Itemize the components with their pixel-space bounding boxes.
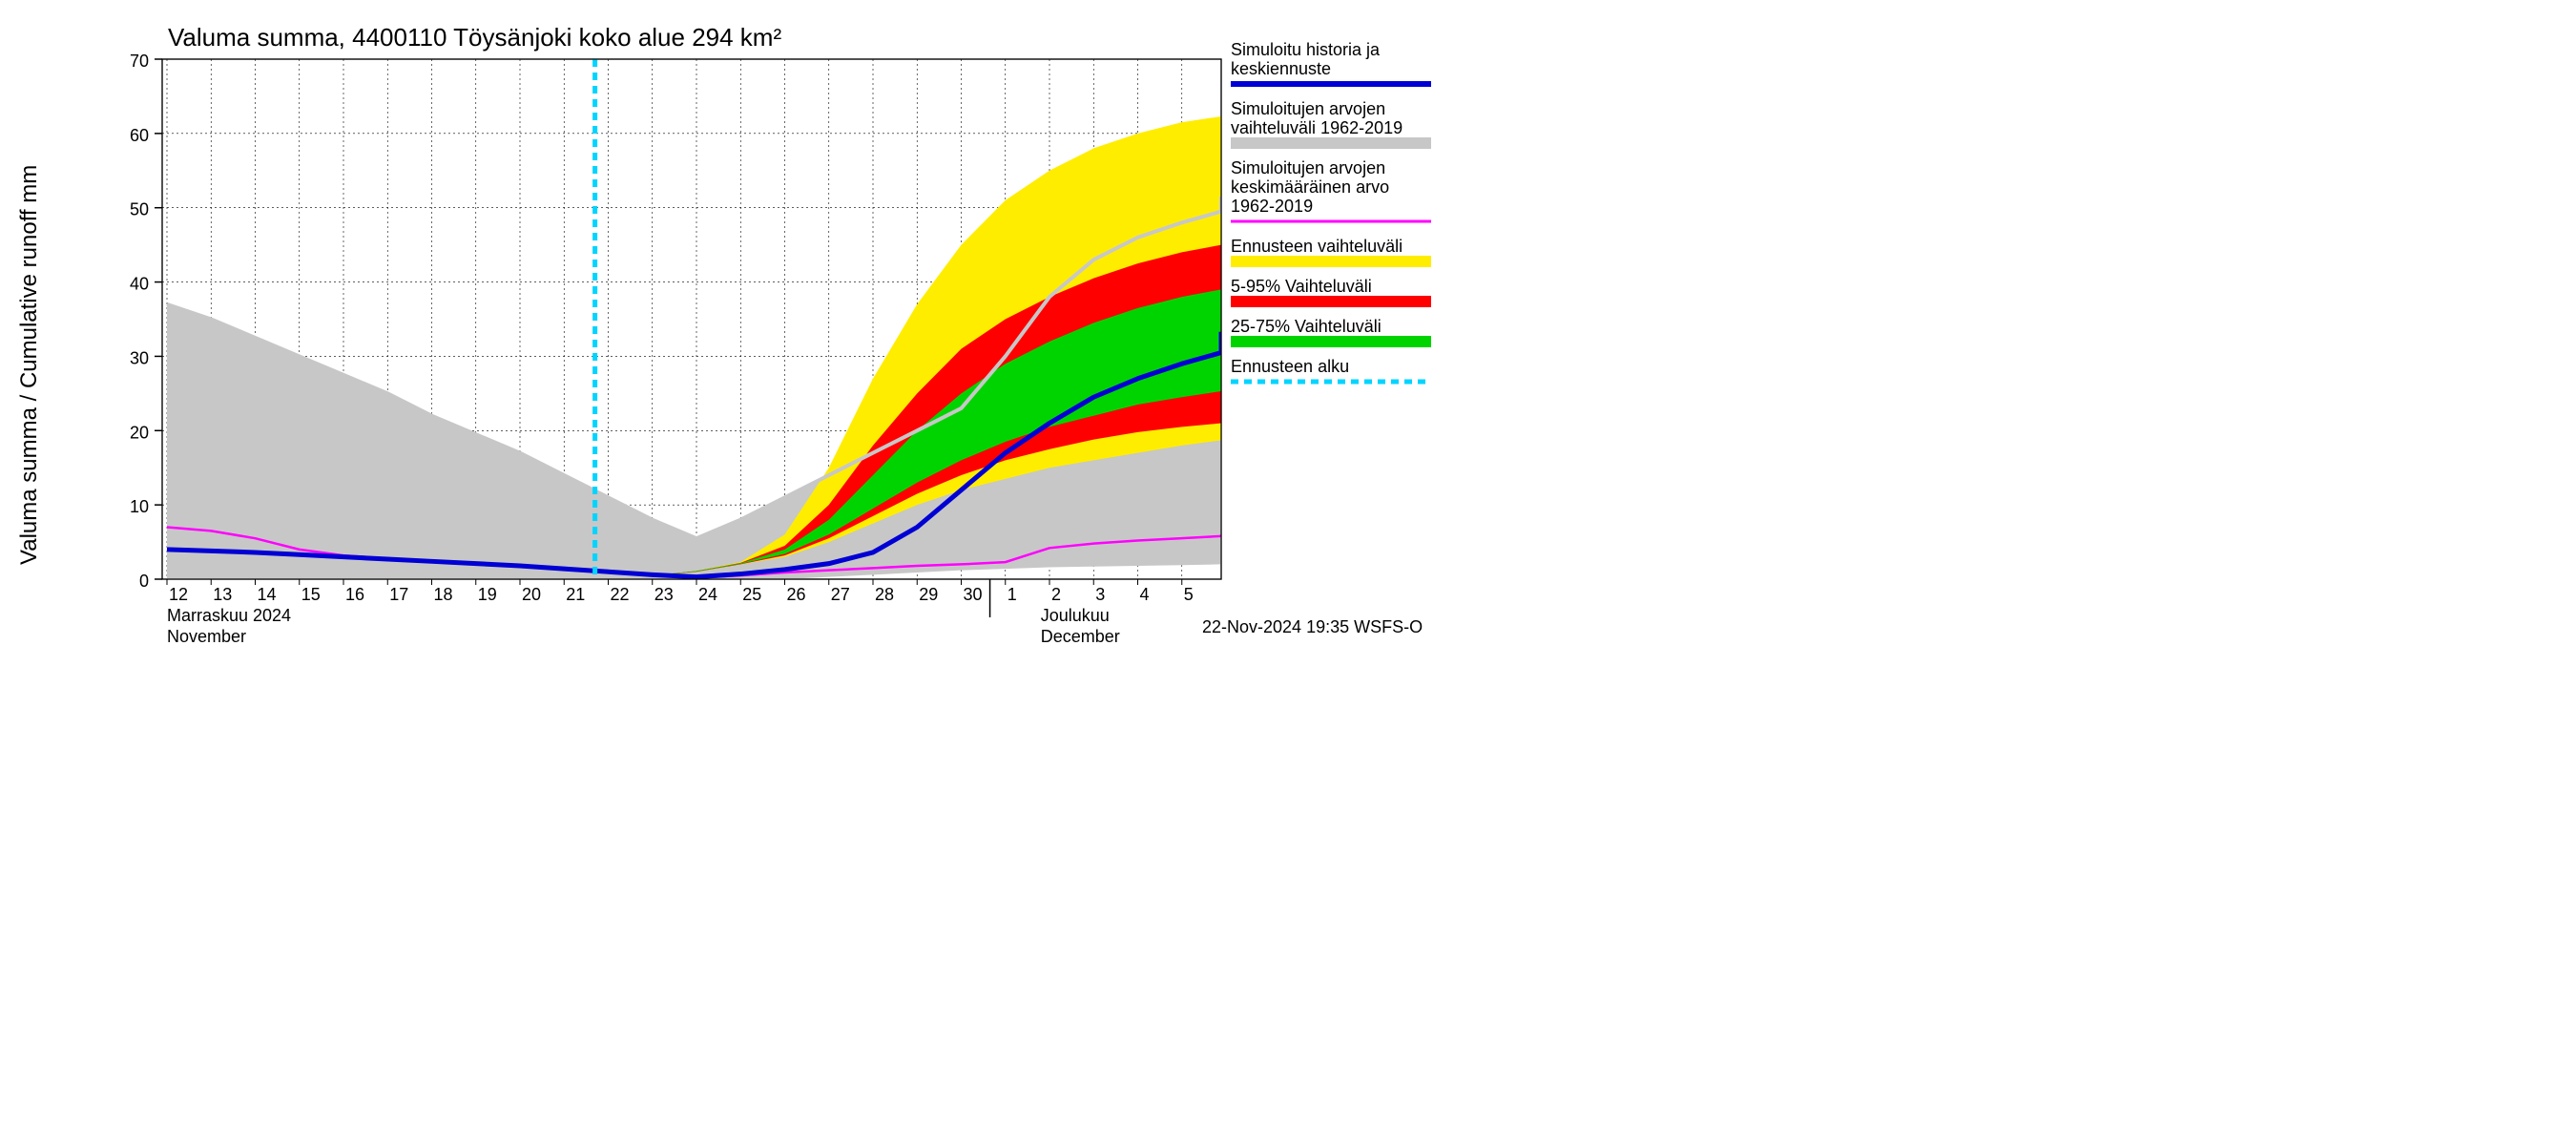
xtick-label: 13 bbox=[213, 585, 232, 604]
legend-label: keskiennuste bbox=[1231, 59, 1331, 78]
ytick-label: 70 bbox=[130, 52, 149, 71]
chart-footer: 22-Nov-2024 19:35 WSFS-O bbox=[1202, 617, 1423, 636]
ytick-label: 0 bbox=[139, 572, 149, 591]
xtick-label: 19 bbox=[478, 585, 497, 604]
ytick-label: 30 bbox=[130, 348, 149, 367]
xtick-label: 18 bbox=[434, 585, 453, 604]
y-axis-label: Valuma summa / Cumulative runoff mm bbox=[16, 165, 42, 565]
legend-swatch-band bbox=[1231, 296, 1431, 307]
xtick-label: 5 bbox=[1184, 585, 1194, 604]
xtick-label: 3 bbox=[1095, 585, 1105, 604]
xtick-label: 23 bbox=[654, 585, 674, 604]
xtick-label: 20 bbox=[522, 585, 541, 604]
chart-container: 0102030405060701213141516171819202122232… bbox=[0, 0, 1450, 644]
legend-swatch-band bbox=[1231, 336, 1431, 347]
xtick-label: 26 bbox=[787, 585, 806, 604]
legend-swatch-band bbox=[1231, 256, 1431, 267]
xtick-label: 2 bbox=[1051, 585, 1061, 604]
chart-title: Valuma summa, 4400110 Töysänjoki koko al… bbox=[168, 23, 781, 52]
month-label-en: November bbox=[167, 627, 246, 644]
xtick-label: 30 bbox=[964, 585, 983, 604]
legend-label: Ennusteen alku bbox=[1231, 357, 1349, 376]
xtick-label: 16 bbox=[345, 585, 364, 604]
ytick-label: 20 bbox=[130, 423, 149, 442]
xtick-label: 22 bbox=[611, 585, 630, 604]
xtick-label: 21 bbox=[566, 585, 585, 604]
xtick-label: 12 bbox=[169, 585, 188, 604]
xtick-label: 27 bbox=[831, 585, 850, 604]
legend-label: Simuloitujen arvojen bbox=[1231, 158, 1385, 177]
ytick-label: 10 bbox=[130, 497, 149, 516]
xtick-label: 1 bbox=[1008, 585, 1017, 604]
month-label-fi: Joulukuu bbox=[1041, 606, 1110, 625]
month-label-fi: Marraskuu 2024 bbox=[167, 606, 291, 625]
xtick-label: 25 bbox=[742, 585, 761, 604]
legend-label: Simuloitujen arvojen bbox=[1231, 99, 1385, 118]
legend-label: vaihteluväli 1962-2019 bbox=[1231, 118, 1402, 137]
xtick-label: 4 bbox=[1140, 585, 1150, 604]
xtick-label: 24 bbox=[698, 585, 717, 604]
legend-swatch-band bbox=[1231, 137, 1431, 149]
xtick-label: 29 bbox=[919, 585, 938, 604]
legend-label: 25-75% Vaihteluväli bbox=[1231, 317, 1381, 336]
legend-label: Simuloitu historia ja bbox=[1231, 40, 1381, 59]
legend-label: keskimääräinen arvo bbox=[1231, 177, 1389, 197]
xtick-label: 15 bbox=[301, 585, 321, 604]
xtick-label: 28 bbox=[875, 585, 894, 604]
legend-label: 1962-2019 bbox=[1231, 197, 1313, 216]
legend-label: 5-95% Vaihteluväli bbox=[1231, 277, 1372, 296]
xtick-label: 14 bbox=[258, 585, 277, 604]
month-label-en: December bbox=[1041, 627, 1120, 644]
ytick-label: 40 bbox=[130, 275, 149, 294]
ytick-label: 50 bbox=[130, 200, 149, 219]
xtick-label: 17 bbox=[389, 585, 408, 604]
ytick-label: 60 bbox=[130, 126, 149, 145]
chart-svg: 0102030405060701213141516171819202122232… bbox=[0, 0, 1450, 644]
legend-label: Ennusteen vaihteluväli bbox=[1231, 237, 1402, 256]
